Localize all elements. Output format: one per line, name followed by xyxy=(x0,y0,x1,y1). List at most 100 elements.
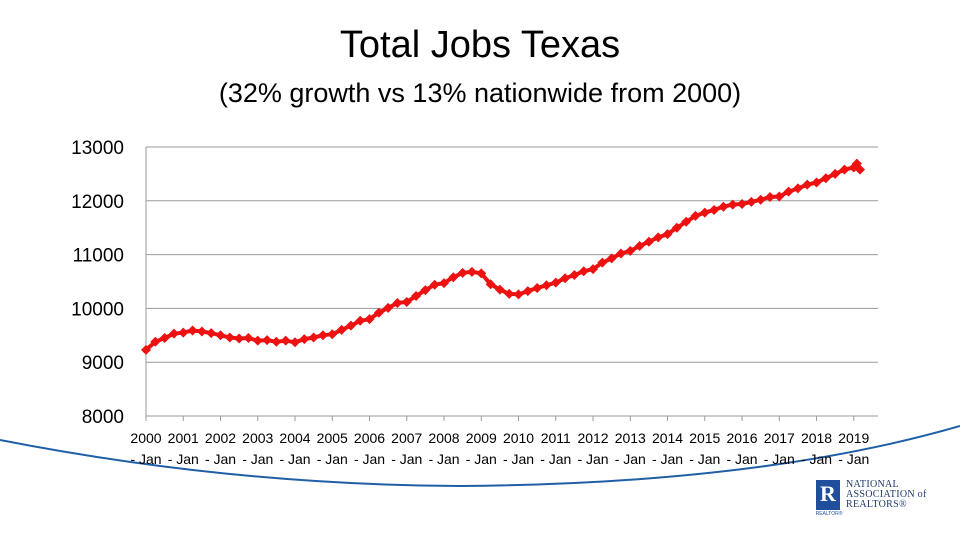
data-point-marker xyxy=(485,279,496,290)
data-point-marker xyxy=(653,232,664,243)
x-tick-year: 2002 xyxy=(205,430,236,446)
data-point-marker xyxy=(783,186,794,197)
x-tick-year: 2001 xyxy=(168,430,199,446)
x-tick-year: 2016 xyxy=(726,430,757,446)
x-tick-year: 2019 xyxy=(838,430,869,446)
data-point-marker xyxy=(802,179,813,190)
x-tick-month: - Jan xyxy=(764,451,795,467)
data-point-marker xyxy=(597,257,608,268)
x-tick-month: - Jan xyxy=(652,451,683,467)
y-tick-label: 8000 xyxy=(82,407,124,428)
data-point-marker xyxy=(625,245,636,256)
data-point-marker xyxy=(532,282,543,293)
data-point-marker xyxy=(820,173,831,184)
y-tick-label: 12000 xyxy=(71,192,124,213)
x-tick-year: 2006 xyxy=(354,430,385,446)
data-point-marker xyxy=(224,332,235,343)
data-point-marker xyxy=(141,344,151,355)
data-point-marker xyxy=(671,222,682,233)
y-tick-label: 9000 xyxy=(82,353,124,374)
x-tick-month: - Jan xyxy=(466,451,497,467)
data-point-marker xyxy=(187,325,198,336)
x-tick-year: 2008 xyxy=(428,430,459,446)
realtor-mark-caption: REALTOR® xyxy=(815,511,843,517)
data-point-marker xyxy=(280,335,291,346)
x-tick-month: - Jan xyxy=(391,451,422,467)
realtor-r-letter: R xyxy=(820,481,836,506)
data-point-marker xyxy=(159,332,170,343)
data-point-marker xyxy=(364,314,375,325)
x-tick-year: 2013 xyxy=(615,430,646,446)
x-tick-year: 2003 xyxy=(242,430,273,446)
y-tick-label: 11000 xyxy=(73,246,124,267)
data-point-marker xyxy=(541,280,552,291)
x-tick-month: - Jan xyxy=(503,451,534,467)
slide-subtitle: (32% growth vs 13% nationwide from 2000) xyxy=(218,78,742,108)
data-point-marker xyxy=(681,216,692,227)
data-point-marker xyxy=(355,315,366,326)
data-point-marker xyxy=(327,329,338,340)
x-tick-year: 2004 xyxy=(279,430,310,446)
x-tick-month: - Jan xyxy=(838,451,869,467)
data-point-marker xyxy=(550,277,561,288)
data-point-marker xyxy=(168,328,179,339)
x-tick-month: - Jan xyxy=(801,451,832,467)
x-tick-year: 2007 xyxy=(391,430,422,446)
nar-wordmark: NATIONAL ASSOCIATION of REALTORS® xyxy=(846,480,927,510)
data-point-marker xyxy=(737,199,748,210)
x-tick-year: 2010 xyxy=(503,430,534,446)
data-point-marker xyxy=(662,229,673,240)
x-tick-year: 2011 xyxy=(541,430,571,446)
data-point-marker xyxy=(476,268,487,279)
x-tick-month: - Jan xyxy=(615,451,646,467)
x-tick-month: - Jan xyxy=(317,451,348,467)
gridlines xyxy=(146,146,878,363)
data-point-marker xyxy=(234,333,245,344)
data-point-marker xyxy=(392,298,403,309)
decorative-arc-left xyxy=(0,439,461,487)
data-point-marker xyxy=(643,236,654,247)
data-point-marker xyxy=(336,324,347,335)
y-tick-label: 10000 xyxy=(71,299,124,320)
x-tick-month: - Jan xyxy=(242,451,273,467)
axes xyxy=(145,147,878,421)
data-point-marker xyxy=(578,266,589,277)
data-point-marker xyxy=(373,307,384,318)
data-point-marker xyxy=(439,278,450,289)
y-tick-labels: 8000 9000 10000 11000 12000 13000 xyxy=(71,138,124,428)
data-point-marker xyxy=(699,207,710,218)
nar-line-2: ASSOCIATION of xyxy=(846,489,927,500)
x-tick-month: - Jan xyxy=(168,451,199,467)
x-tick-month: - Jan xyxy=(540,451,571,467)
series-jobs xyxy=(141,158,865,355)
data-point-marker xyxy=(774,191,785,202)
data-point-marker xyxy=(290,337,301,348)
data-point-marker xyxy=(308,332,319,343)
x-tick-year: 2012 xyxy=(577,430,608,446)
data-point-marker xyxy=(839,164,850,175)
x-tick-month: - Jan xyxy=(577,451,608,467)
data-point-marker xyxy=(196,326,207,337)
x-tick-year: 2009 xyxy=(466,430,497,446)
data-point-marker xyxy=(448,272,459,283)
data-point-marker xyxy=(718,201,729,212)
y-tick-label: 13000 xyxy=(71,138,124,159)
data-point-marker xyxy=(560,273,571,284)
data-point-marker xyxy=(811,177,822,188)
data-point-marker xyxy=(494,284,505,295)
data-point-marker xyxy=(150,336,161,347)
data-point-marker xyxy=(420,285,431,296)
data-point-marker xyxy=(262,335,273,346)
x-tick-month: - Jan xyxy=(689,451,720,467)
data-point-marker xyxy=(690,210,701,221)
data-point-marker xyxy=(764,192,775,203)
data-point-marker xyxy=(606,253,617,264)
nar-line-1: NATIONAL xyxy=(846,479,899,490)
data-point-marker xyxy=(522,286,533,297)
x-tick-year: 2017 xyxy=(764,430,795,446)
data-point-marker xyxy=(252,335,263,346)
x-tick-year: 2018 xyxy=(801,430,832,446)
data-point-marker xyxy=(271,336,282,347)
data-point-marker xyxy=(411,291,422,302)
data-point-marker xyxy=(299,334,310,345)
